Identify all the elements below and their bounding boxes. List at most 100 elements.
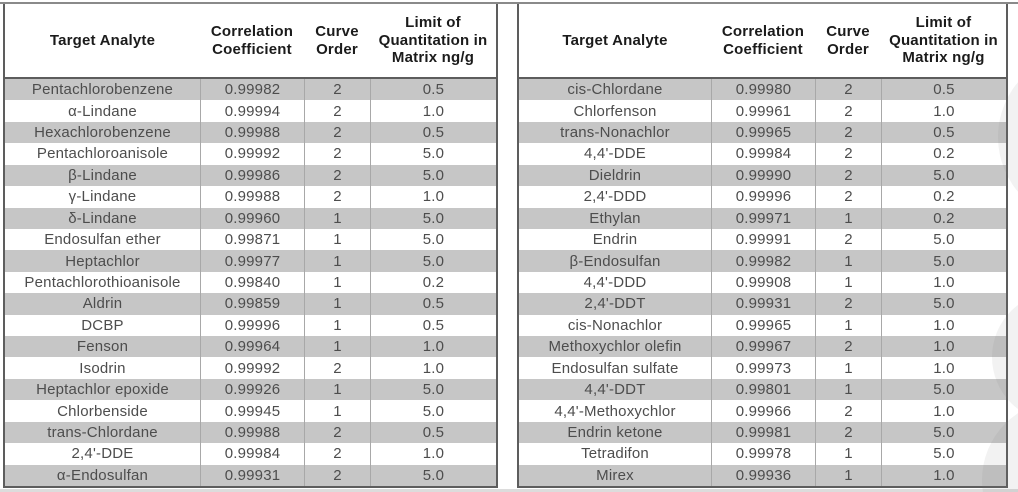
analyte-cell: cis-Chlordane bbox=[567, 81, 663, 99]
correlation-cell: 0.99964 bbox=[200, 336, 304, 358]
analyte-cell: Endosulfan sulfate bbox=[551, 359, 679, 377]
analyte-cell: 4,4'-DDT bbox=[584, 381, 646, 399]
table-row: Methoxychlor olefin 0.99967 2 1.0 bbox=[519, 336, 1006, 358]
curve-order-cell: 2 bbox=[815, 293, 881, 315]
analyte-cell: Isodrin bbox=[79, 359, 126, 377]
analyte-cell: α-Endosulfan bbox=[56, 466, 149, 484]
analyte-table-left: Target Analyte Correlation Coefficient C… bbox=[3, 4, 498, 488]
loq-cell: 1.0 bbox=[370, 443, 496, 465]
table-row: Pentachlorothioanisole 0.99840 1 0.2 bbox=[5, 271, 496, 294]
loq-cell: 5.0 bbox=[881, 250, 1006, 272]
correlation-cell: 0.99908 bbox=[711, 271, 815, 294]
table-body: cis-Chlordane 0.99980 2 0.5 Chlorfenson 0.999… bbox=[519, 77, 1006, 487]
curve-order-cell: 2 bbox=[304, 121, 370, 144]
correlation-cell: 0.99984 bbox=[711, 143, 815, 165]
header-correlation-coefficient: Correlation Coefficient bbox=[721, 22, 805, 58]
curve-order-cell: 2 bbox=[815, 164, 881, 187]
analyte-cell: 4,4'-DDD bbox=[583, 274, 647, 291]
loq-cell: 0.2 bbox=[881, 186, 1006, 208]
loq-cell: 0.5 bbox=[881, 79, 1006, 101]
table-row: cis-Chlordane 0.99980 2 0.5 bbox=[519, 79, 1006, 101]
correlation-cell: 0.99871 bbox=[200, 228, 304, 251]
analyte-cell: Endrin ketone bbox=[567, 423, 663, 441]
correlation-cell: 0.99840 bbox=[200, 271, 304, 294]
analyte-cell: trans-Chlordane bbox=[47, 423, 158, 441]
curve-order-cell: 1 bbox=[304, 293, 370, 315]
curve-order-cell: 1 bbox=[304, 250, 370, 272]
table-row: trans-Nonachlor 0.99965 2 0.5 bbox=[519, 121, 1006, 144]
curve-order-cell: 2 bbox=[815, 228, 881, 251]
correlation-cell: 0.99982 bbox=[711, 250, 815, 272]
loq-cell: 5.0 bbox=[370, 250, 496, 272]
correlation-cell: 0.99965 bbox=[711, 314, 815, 337]
curve-order-cell: 2 bbox=[304, 464, 370, 487]
analyte-cell: Fenson bbox=[76, 338, 129, 356]
table-row: Chlorfenson 0.99961 2 1.0 bbox=[519, 100, 1006, 122]
correlation-cell: 0.99986 bbox=[200, 164, 304, 187]
correlation-cell: 0.99977 bbox=[200, 250, 304, 272]
curve-order-cell: 1 bbox=[304, 228, 370, 251]
loq-cell: 5.0 bbox=[370, 143, 496, 165]
loq-cell: 1.0 bbox=[370, 357, 496, 379]
analyte-cell: Ethylan bbox=[589, 209, 641, 227]
curve-order-cell: 1 bbox=[815, 443, 881, 465]
loq-cell: 0.5 bbox=[370, 421, 496, 444]
loq-cell: 0.5 bbox=[370, 79, 496, 101]
loq-cell: 0.5 bbox=[881, 121, 1006, 144]
curve-order-cell: 1 bbox=[304, 378, 370, 401]
analyte-cell: Chlorfenson bbox=[573, 102, 657, 120]
table-row: Heptachlor 0.99977 1 5.0 bbox=[5, 250, 496, 272]
correlation-cell: 0.99981 bbox=[711, 421, 815, 444]
correlation-cell: 0.99990 bbox=[711, 164, 815, 187]
table-row: Hexachlorobenzene 0.99988 2 0.5 bbox=[5, 121, 496, 144]
correlation-cell: 0.99988 bbox=[200, 421, 304, 444]
table-top-border bbox=[0, 2, 1018, 4]
correlation-cell: 0.99982 bbox=[200, 79, 304, 101]
analyte-cell: Mirex bbox=[596, 466, 634, 484]
page-bottom-edge bbox=[0, 489, 1018, 492]
loq-cell: 5.0 bbox=[370, 378, 496, 401]
curve-order-cell: 1 bbox=[304, 400, 370, 422]
analyte-cell: 2,4'-DDT bbox=[584, 295, 646, 313]
loq-cell: 5.0 bbox=[881, 421, 1006, 444]
curve-order-cell: 1 bbox=[304, 207, 370, 229]
curve-order-cell: 2 bbox=[815, 400, 881, 422]
analyte-cell: 4,4'-Methoxychlor bbox=[554, 402, 676, 420]
curve-order-cell: 2 bbox=[815, 121, 881, 144]
curve-order-cell: 2 bbox=[815, 186, 881, 208]
curve-order-cell: 1 bbox=[815, 464, 881, 487]
table-header: Target Analyte Correlation Coefficient C… bbox=[5, 4, 496, 77]
analyte-cell: Aldrin bbox=[82, 295, 123, 313]
analyte-cell: Heptachlor epoxide bbox=[36, 381, 169, 399]
correlation-cell: 0.99926 bbox=[200, 378, 304, 401]
table-row: DCBP 0.99996 1 0.5 bbox=[5, 314, 496, 337]
table-row: Endrin 0.99991 2 5.0 bbox=[519, 228, 1006, 251]
table-row: δ-Lindane 0.99960 1 5.0 bbox=[5, 207, 496, 229]
header-limit-of-quantitation: Limit of Quantitation in Matrix ng/g bbox=[889, 13, 998, 67]
correlation-cell: 0.99988 bbox=[200, 121, 304, 144]
table-row: trans-Chlordane 0.99988 2 0.5 bbox=[5, 421, 496, 444]
loq-cell: 5.0 bbox=[370, 228, 496, 251]
header-curve-order: Curve Order bbox=[826, 22, 870, 58]
analyte-cell: Pentachloroanisole bbox=[36, 145, 169, 163]
table-row: 2,4'-DDT 0.99931 2 5.0 bbox=[519, 293, 1006, 315]
curve-order-cell: 1 bbox=[815, 378, 881, 401]
analyte-cell: δ-Lindane bbox=[68, 209, 137, 227]
curve-order-cell: 1 bbox=[304, 271, 370, 294]
curve-order-cell: 2 bbox=[304, 164, 370, 187]
analyte-cell: Heptachlor bbox=[65, 252, 140, 270]
correlation-cell: 0.99801 bbox=[711, 378, 815, 401]
loq-cell: 0.5 bbox=[370, 314, 496, 337]
table-row: Endosulfan sulfate 0.99973 1 1.0 bbox=[519, 357, 1006, 379]
curve-order-cell: 2 bbox=[815, 100, 881, 122]
curve-order-cell: 1 bbox=[815, 207, 881, 229]
correlation-cell: 0.99967 bbox=[711, 336, 815, 358]
loq-cell: 5.0 bbox=[370, 207, 496, 229]
table-row: Chlorbenside 0.99945 1 5.0 bbox=[5, 400, 496, 422]
table-row: γ-Lindane 0.99988 2 1.0 bbox=[5, 186, 496, 208]
curve-order-cell: 2 bbox=[304, 443, 370, 465]
correlation-cell: 0.99996 bbox=[711, 186, 815, 208]
loq-cell: 1.0 bbox=[370, 186, 496, 208]
table-row: Isodrin 0.99992 2 1.0 bbox=[5, 357, 496, 379]
